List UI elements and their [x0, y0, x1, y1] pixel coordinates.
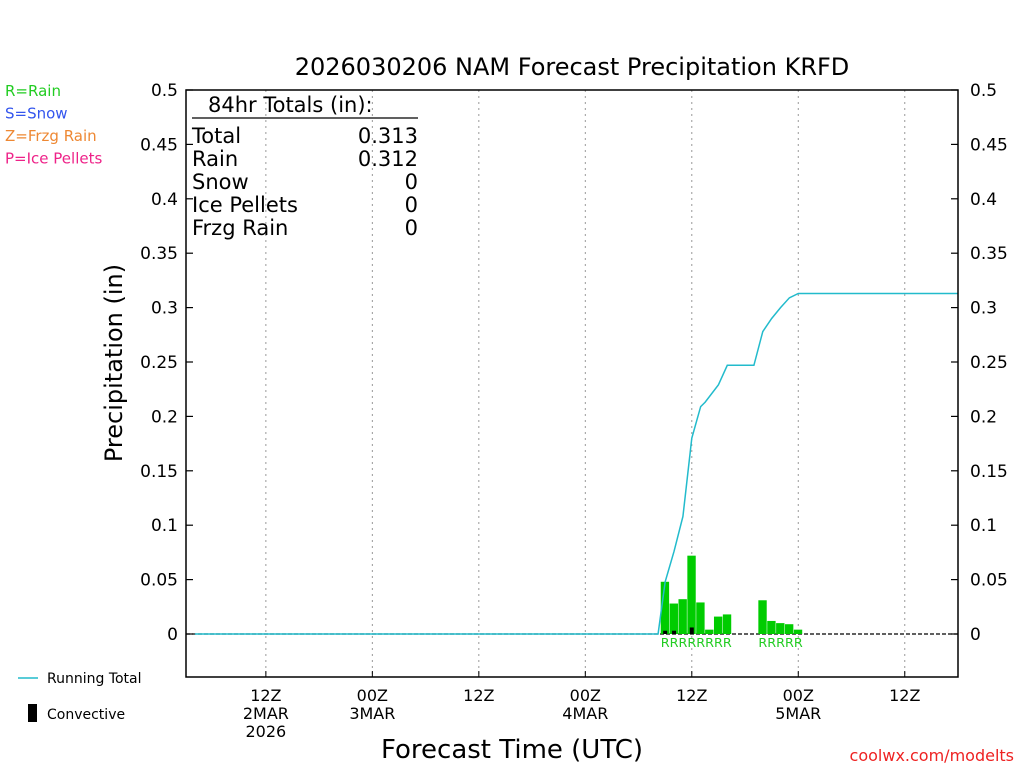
- y-tick-label-left: 0.4: [151, 190, 178, 210]
- y-tick-label-right: 0: [970, 625, 981, 645]
- precip-bar: [687, 555, 696, 634]
- y-tick-label-right: 0.5: [970, 81, 997, 101]
- precip-bar: [722, 614, 732, 634]
- x-tick-label: 2MAR: [243, 704, 289, 723]
- precip-bar: [713, 616, 723, 634]
- precip-type-marker: RRRRR: [758, 636, 802, 650]
- y-tick-label-left: 0.5: [151, 81, 178, 101]
- plot-frame: [185, 89, 959, 678]
- x-tick-label: 12Z: [676, 686, 707, 705]
- x-tick-label: 00Z: [570, 686, 601, 705]
- x-axis-label: Forecast Time (UTC): [381, 735, 643, 765]
- y-tick-label-right: 0.25: [970, 353, 1008, 373]
- y-tick-label-left: 0: [167, 625, 178, 645]
- y-tick-label-right: 0.3: [970, 299, 997, 319]
- y-tick-label-left: 0.25: [140, 353, 178, 373]
- precip-bar: [705, 629, 714, 634]
- series-legend: Running Total Convective: [18, 671, 142, 723]
- y-tick-label-left: 0.05: [140, 571, 178, 591]
- y-tick-label-right: 0.2: [970, 407, 997, 427]
- convective-bar: [672, 630, 677, 634]
- x-tick-label: 12Z: [889, 686, 920, 705]
- running-total-legend-label: Running Total: [47, 671, 142, 687]
- y-tick-label-right: 0.05: [970, 571, 1008, 591]
- precip-type-legend-item: S=Snow: [5, 105, 68, 123]
- y-tick-label-right: 0.1: [970, 516, 997, 536]
- running-total-line: [194, 292, 958, 635]
- precip-bar: [660, 581, 670, 634]
- precip-bar: [696, 602, 705, 634]
- precip-bar: [758, 600, 767, 634]
- y-tick-label-right: 0.15: [970, 462, 1008, 482]
- totals-row-value: 0.312: [358, 147, 418, 171]
- totals-row-value: 0: [405, 170, 418, 194]
- x-tick-label: 3MAR: [349, 704, 395, 723]
- x-tick-label: 12Z: [250, 686, 281, 705]
- precip-bar: [776, 623, 785, 634]
- y-tick-label-left: 0.45: [140, 135, 178, 155]
- precip-type-legend-item: Z=Frzg Rain: [5, 127, 97, 145]
- totals-box: 84hr Totals (in): Total 0.313 Rain 0.312 Sno…: [191, 93, 418, 240]
- totals-row-value: 0: [405, 193, 418, 217]
- totals-row-label: Rain: [192, 147, 238, 171]
- y-tick-label-left: 0.1: [151, 516, 178, 536]
- precip-bar: [669, 603, 678, 634]
- x-tick-label: 4MAR: [562, 704, 608, 723]
- convective-legend-swatch: [28, 704, 37, 722]
- precip-type-legend-item: R=Rain: [5, 82, 61, 100]
- totals-row-value: 0: [405, 216, 418, 240]
- y-tick-label-right: 0.35: [970, 244, 1008, 264]
- totals-row-value: 0.313: [358, 124, 418, 148]
- x-tick-label: 00Z: [357, 686, 388, 705]
- x-tick-label: 12Z: [463, 686, 494, 705]
- y-tick-label-left: 0.3: [151, 299, 178, 319]
- precip-type-legend: R=Rain S=Snow Z=Frzg Rain P=Ice Pellets: [5, 82, 102, 168]
- y-tick-label-left: 0.2: [151, 407, 178, 427]
- x-tick-label: 2026: [246, 722, 287, 741]
- precip-type-legend-item: P=Ice Pellets: [5, 150, 102, 168]
- precip-type-marker: RRRRRRRR: [661, 636, 732, 650]
- y-tick-label-right: 0.4: [970, 190, 997, 210]
- y-tick-label-left: 0.15: [140, 462, 178, 482]
- precip-bar: [678, 599, 687, 634]
- convective-bar: [689, 627, 694, 634]
- convective-bar: [663, 630, 668, 634]
- totals-row-label: Total: [191, 124, 241, 148]
- totals-row-label: Snow: [192, 170, 249, 194]
- totals-row-label: Frzg Rain: [192, 216, 288, 240]
- chart-title: 2026030206 NAM Forecast Precipitation KR…: [295, 53, 850, 81]
- precip-bar: [767, 620, 776, 634]
- totals-header: 84hr Totals (in):: [208, 93, 373, 117]
- y-tick-label-right: 0.45: [970, 135, 1008, 155]
- precip-bar: [793, 629, 803, 634]
- x-tick-label: 5MAR: [775, 704, 821, 723]
- x-tick-label: 00Z: [783, 686, 814, 705]
- precip-bar: [784, 624, 794, 634]
- convective-legend-label: Convective: [47, 707, 125, 723]
- credit-text: coolwx.com/modelts: [850, 746, 1014, 765]
- totals-row-label: Ice Pellets: [192, 193, 298, 217]
- y-tick-label-left: 0.35: [140, 244, 178, 264]
- y-axis-label: Precipitation (in): [100, 264, 128, 462]
